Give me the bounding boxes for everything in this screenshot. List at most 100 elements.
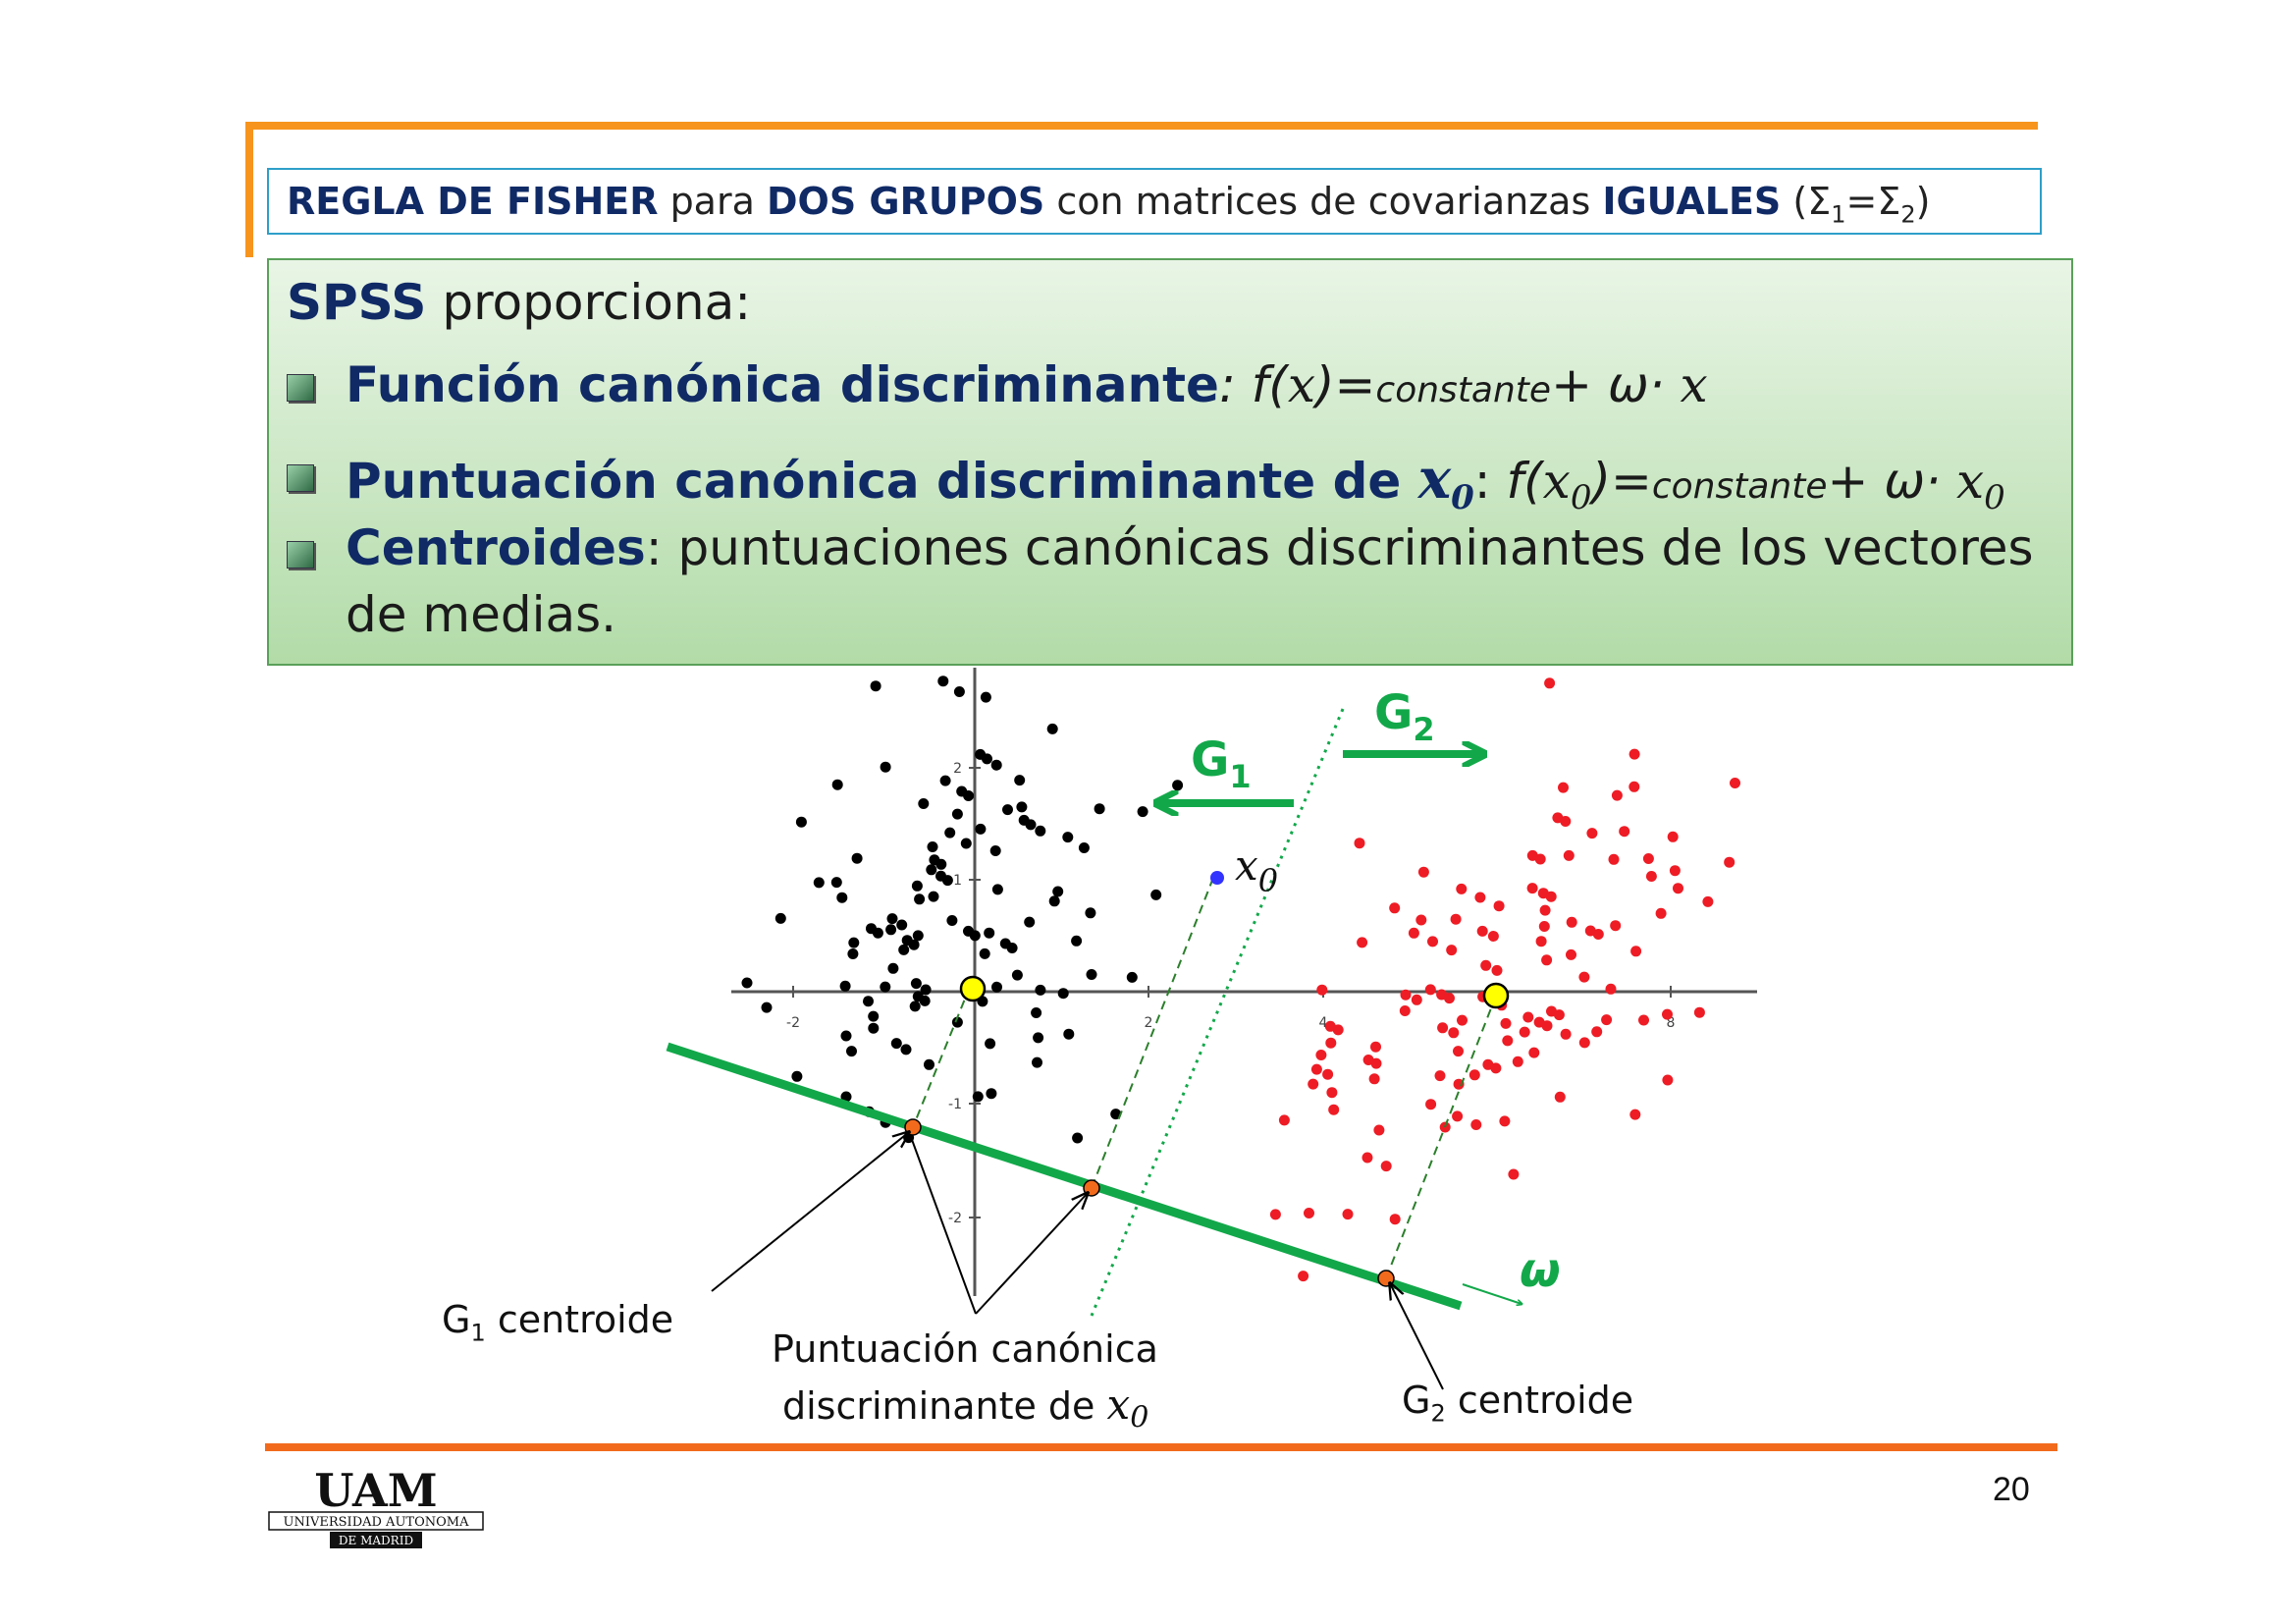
g1-point (909, 1001, 921, 1012)
g2-point (1417, 866, 1429, 878)
omega-arrow (1462, 1283, 1522, 1304)
g2-point (1535, 936, 1547, 947)
logo-line2: DE MADRID (339, 1534, 413, 1547)
g1-point (840, 1091, 852, 1103)
g1-point (836, 892, 848, 903)
g2-point (1526, 883, 1538, 894)
g1-point (900, 1044, 912, 1056)
uam-logo: UAM UNIVERSIDAD AUTONOMA DE MADRID (268, 1467, 484, 1548)
g2-point (1308, 1078, 1319, 1090)
score-text: discriminante de (782, 1384, 1107, 1428)
g2c-g: G (1402, 1379, 1431, 1422)
b2-sub2: 0 (1570, 478, 1592, 517)
b3-rest: : puntuaciones canónicas discriminantes … (645, 519, 2034, 576)
g2-point (1411, 994, 1422, 1005)
omega-label: ω (1520, 1243, 1561, 1298)
g2-point (1322, 1068, 1334, 1080)
score-pointer-a (910, 1136, 977, 1315)
score-label-line2: discriminante de x0 (782, 1380, 1148, 1435)
g1-point (979, 947, 990, 959)
g2-point (1638, 1014, 1649, 1026)
g1-point (918, 798, 930, 809)
g2-point (1437, 1022, 1449, 1034)
g2-centroid-pointer (1390, 1283, 1444, 1390)
g1-point (963, 790, 975, 801)
g2-point (1553, 1009, 1565, 1021)
g1-point (1031, 1007, 1042, 1018)
g1-point (984, 927, 995, 939)
g2-point (1528, 1047, 1540, 1058)
b2-x: x (1417, 447, 1452, 512)
g1-point (1150, 889, 1162, 900)
g2-point (1368, 1073, 1380, 1085)
title-part: 1 (1831, 200, 1846, 229)
g2-point (1610, 920, 1622, 932)
x-tick-label: 8 (1667, 1015, 1676, 1031)
x-tick-label: 4 (1319, 1015, 1328, 1031)
g1-point (924, 1058, 934, 1070)
g2-point (1491, 964, 1503, 976)
g2-point (1534, 853, 1546, 865)
intro-line: SPSS proporciona: (287, 274, 751, 331)
g2-point (1592, 929, 1604, 940)
g2-point (1702, 895, 1714, 907)
b1-eq: )= (1315, 356, 1376, 413)
g2-point (1541, 954, 1553, 966)
g1-point (831, 779, 843, 790)
g2-point (1578, 1037, 1590, 1049)
g1-point (911, 880, 923, 892)
g2-point (1278, 1114, 1290, 1126)
g2-point (1642, 853, 1654, 864)
g1-point (1011, 969, 1023, 981)
g2-point (1470, 1119, 1482, 1130)
g1-point (1025, 819, 1037, 831)
g2-point (1362, 1152, 1373, 1164)
g1-point (985, 1038, 996, 1050)
b1-bold: Función canónica discriminante (346, 356, 1219, 413)
top-rule-vertical (245, 122, 253, 257)
bullet-centroides-line2: de medias. (346, 586, 617, 643)
g1-point (872, 927, 883, 939)
g2-point (1316, 984, 1328, 996)
g1-point (941, 875, 953, 887)
g2-point (1645, 871, 1657, 882)
g1-centroid-pointer (711, 1132, 909, 1292)
g1-point (1072, 1132, 1084, 1144)
g2-point (1538, 921, 1550, 932)
g1-point (868, 1010, 880, 1022)
g1-point (1035, 825, 1046, 837)
g1-point (982, 753, 992, 765)
g2-point (1566, 948, 1576, 960)
g2-point (1380, 1161, 1392, 1172)
x-ticks: -2 2 4 8 (786, 986, 1675, 1031)
g1-point (960, 838, 972, 849)
g1c-sub: 1 (470, 1319, 486, 1347)
g1-centroid (959, 975, 987, 1002)
g1-point (1016, 801, 1028, 813)
g1-point (791, 1070, 803, 1082)
g1-point (839, 980, 851, 992)
g2-point (1480, 959, 1492, 971)
b2-sub3: 0 (1984, 478, 2005, 517)
g2-point (1493, 900, 1505, 912)
g1-point (1006, 943, 1018, 953)
b2-sub: 0 (1451, 478, 1474, 517)
g2-point (1476, 925, 1488, 937)
g2-point (1450, 913, 1462, 925)
score-x: x (1106, 1380, 1131, 1429)
g2-point (1457, 1014, 1468, 1026)
g1-point (939, 775, 951, 786)
g1-point (870, 680, 881, 692)
b1-f: f( (1251, 356, 1288, 413)
g1-point (885, 924, 897, 936)
g2-point (1298, 1271, 1309, 1282)
g1-point (851, 852, 863, 864)
y-tick-label: -1 (948, 1097, 962, 1112)
g2-point (1453, 1046, 1464, 1057)
bullet-puntuacion: Puntuación canónica discriminante de x0:… (346, 447, 2005, 517)
g1-point (840, 1030, 852, 1042)
g2-point (1545, 891, 1557, 902)
g2-point (1487, 931, 1499, 942)
bullet-icon (287, 541, 314, 568)
g2-point (1408, 927, 1419, 939)
